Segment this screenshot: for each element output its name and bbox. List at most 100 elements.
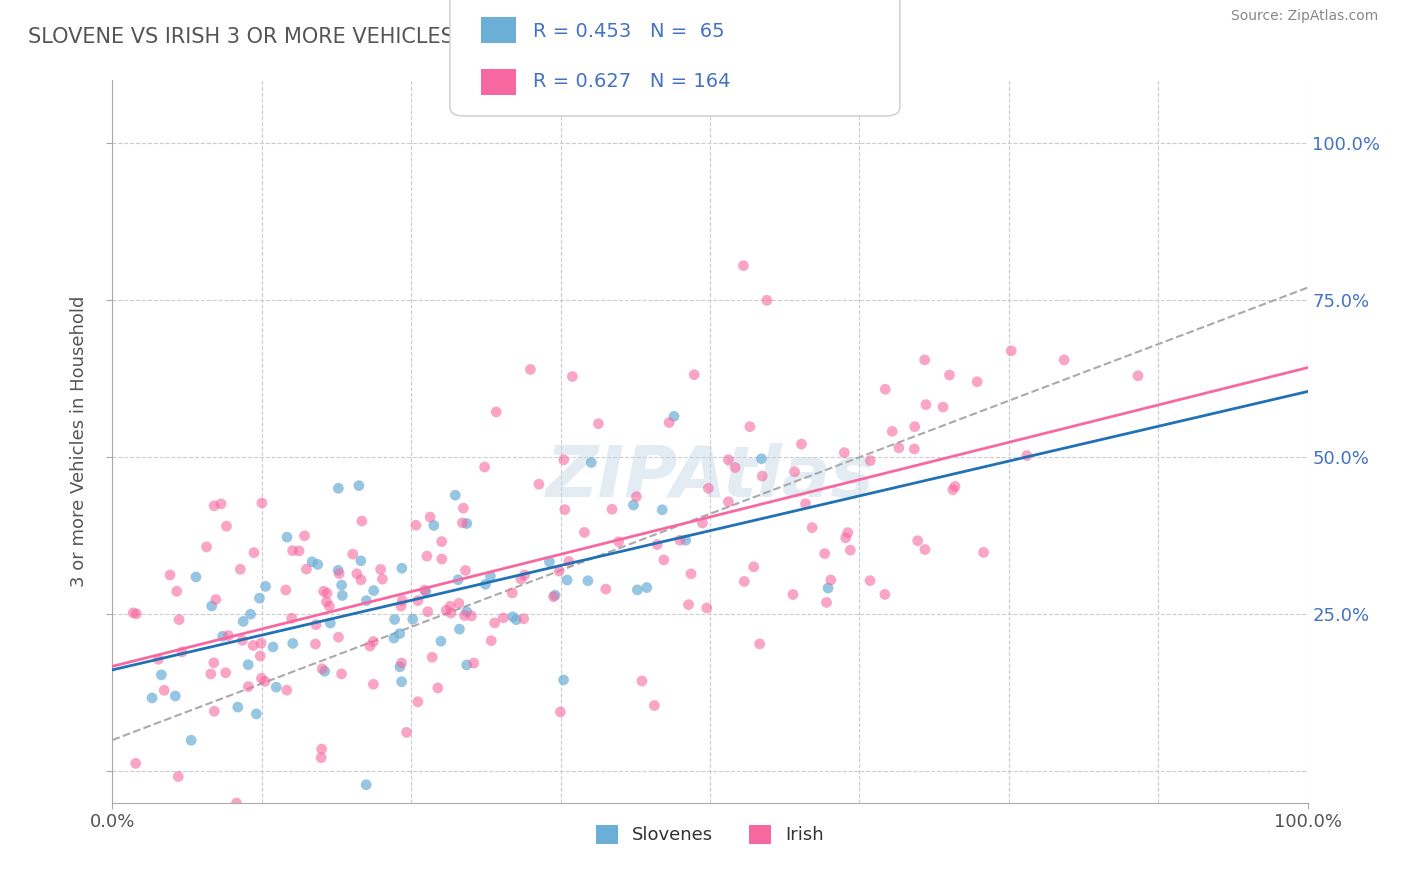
Point bbox=[402, 612, 425, 626]
Point bbox=[903, 442, 925, 456]
Point bbox=[328, 566, 350, 581]
Point bbox=[359, 639, 381, 653]
Point bbox=[834, 531, 856, 545]
Point bbox=[751, 469, 773, 483]
Point bbox=[492, 611, 515, 625]
Point bbox=[738, 419, 761, 434]
Point bbox=[942, 483, 965, 497]
Point bbox=[280, 611, 302, 625]
Point bbox=[501, 586, 523, 600]
Point bbox=[328, 630, 350, 644]
Point bbox=[309, 750, 332, 764]
Point bbox=[316, 586, 339, 600]
Point bbox=[453, 608, 475, 623]
Point bbox=[238, 657, 260, 672]
Point bbox=[245, 706, 267, 721]
Point bbox=[330, 666, 353, 681]
Legend: Slovenes, Irish: Slovenes, Irish bbox=[589, 818, 831, 852]
Point bbox=[288, 544, 311, 558]
Point bbox=[295, 562, 318, 576]
Point bbox=[451, 516, 474, 530]
Point bbox=[391, 561, 413, 575]
Point bbox=[943, 479, 966, 493]
Point bbox=[454, 564, 477, 578]
Point bbox=[307, 558, 329, 572]
Point bbox=[426, 681, 449, 695]
Point bbox=[391, 593, 413, 607]
Point bbox=[607, 534, 630, 549]
Text: ZIPAtlas: ZIPAtlas bbox=[546, 443, 875, 512]
Point bbox=[314, 665, 336, 679]
Point bbox=[550, 705, 572, 719]
Point bbox=[202, 704, 225, 718]
Point bbox=[914, 352, 936, 367]
Point bbox=[217, 629, 239, 643]
Point bbox=[652, 553, 675, 567]
Point bbox=[513, 568, 536, 582]
Point bbox=[519, 362, 541, 376]
Point bbox=[692, 516, 714, 530]
Point bbox=[717, 452, 740, 467]
Point bbox=[915, 398, 938, 412]
Point bbox=[319, 616, 342, 631]
Point bbox=[623, 498, 645, 512]
Point bbox=[553, 673, 575, 687]
Point bbox=[311, 742, 333, 756]
Point bbox=[350, 554, 373, 568]
Point bbox=[167, 770, 190, 784]
Point bbox=[683, 368, 706, 382]
Point bbox=[574, 525, 596, 540]
Point bbox=[1015, 449, 1038, 463]
Point bbox=[751, 451, 773, 466]
Point bbox=[600, 502, 623, 516]
Point bbox=[430, 634, 453, 648]
Point bbox=[301, 555, 323, 569]
Point bbox=[239, 607, 262, 622]
Point bbox=[350, 573, 373, 587]
Point bbox=[416, 549, 439, 563]
Point bbox=[391, 674, 413, 689]
Point bbox=[485, 405, 508, 419]
Point bbox=[456, 605, 478, 619]
Point bbox=[463, 656, 485, 670]
Point bbox=[658, 416, 681, 430]
Point bbox=[444, 488, 467, 502]
Text: R = 0.627   N = 164: R = 0.627 N = 164 bbox=[533, 72, 730, 91]
Point bbox=[859, 453, 882, 467]
Point bbox=[406, 593, 429, 607]
Point bbox=[419, 510, 441, 524]
Point bbox=[350, 514, 373, 528]
Point bbox=[363, 677, 385, 691]
Point bbox=[328, 481, 350, 495]
Point bbox=[342, 547, 364, 561]
Point bbox=[839, 543, 862, 558]
Point bbox=[697, 481, 720, 495]
Point bbox=[669, 533, 692, 548]
Point bbox=[636, 581, 658, 595]
Point bbox=[882, 425, 904, 439]
Point bbox=[456, 516, 478, 531]
Point bbox=[801, 520, 824, 534]
Point bbox=[907, 533, 929, 548]
Point bbox=[232, 615, 254, 629]
Point bbox=[391, 656, 413, 670]
Point bbox=[834, 445, 856, 459]
Point bbox=[250, 636, 273, 650]
Point bbox=[200, 667, 222, 681]
Point bbox=[859, 574, 882, 588]
Point bbox=[311, 662, 333, 676]
Point bbox=[543, 590, 565, 604]
Point bbox=[159, 568, 181, 582]
Point bbox=[231, 633, 253, 648]
Point bbox=[406, 695, 429, 709]
Point bbox=[305, 617, 328, 632]
Point bbox=[225, 796, 247, 810]
Point bbox=[318, 599, 340, 613]
Point bbox=[214, 665, 236, 680]
Point bbox=[250, 671, 273, 685]
Point bbox=[281, 543, 304, 558]
Point bbox=[679, 566, 702, 581]
Point bbox=[122, 606, 145, 620]
Point bbox=[254, 579, 277, 593]
Point bbox=[226, 700, 249, 714]
